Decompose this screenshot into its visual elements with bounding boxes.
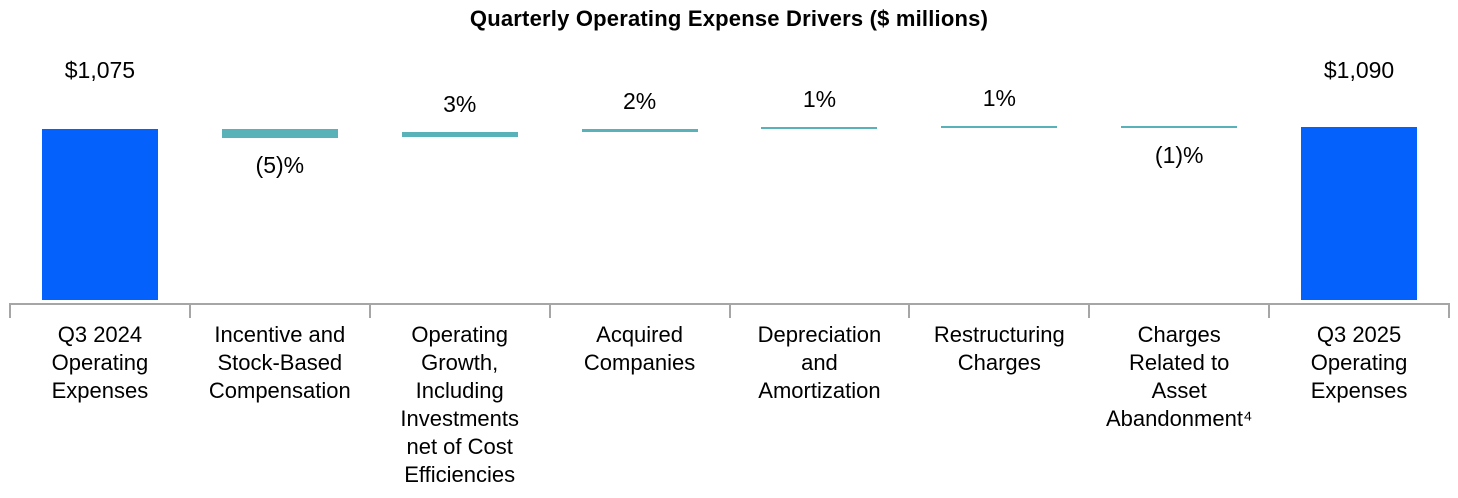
- category-label: Charges Related to Asset Abandonment⁴: [1105, 322, 1253, 431]
- value-label: 2%: [622, 88, 657, 114]
- category-label: Restructuring Charges: [933, 322, 1065, 375]
- axis-tick: [908, 303, 911, 318]
- axis-tick: [368, 303, 371, 318]
- category-label: Q3 2024 Operating Expenses: [51, 322, 149, 403]
- delta-bar: [581, 129, 698, 133]
- value-label: (1)%: [1154, 141, 1204, 168]
- axis-tick: [1448, 303, 1450, 318]
- chart-title: Quarterly Operating Expense Drivers ($ m…: [469, 6, 989, 31]
- category-label: Depreciation and Amortization: [757, 322, 882, 403]
- category-label: Incentive and Stock-Based Compensation: [208, 322, 351, 403]
- axis-tick: [188, 303, 191, 318]
- category-label: Acquired Companies: [583, 322, 696, 375]
- delta-bar: [941, 125, 1058, 128]
- total-bar: [1301, 126, 1418, 300]
- value-label: $1,075: [64, 57, 136, 83]
- axis-tick: [728, 303, 731, 318]
- total-bar: [41, 129, 158, 300]
- axis-tick: [548, 303, 551, 318]
- category-label: Q3 2025 Operating Expenses: [1310, 322, 1408, 403]
- axis-tick: [9, 303, 11, 318]
- delta-bar: [1121, 125, 1238, 128]
- delta-bar: [221, 129, 338, 138]
- delta-bar: [401, 132, 518, 138]
- delta-bar: [761, 127, 878, 130]
- axis-tick: [1088, 303, 1091, 318]
- category-label: Operating Growth, Including Investments …: [400, 322, 519, 487]
- value-label: (5)%: [255, 151, 305, 178]
- value-label: 1%: [802, 86, 837, 113]
- value-label: 1%: [982, 84, 1016, 111]
- axis-tick: [1268, 303, 1271, 318]
- value-label: $1,090: [1323, 57, 1395, 83]
- value-label: 3%: [443, 91, 477, 118]
